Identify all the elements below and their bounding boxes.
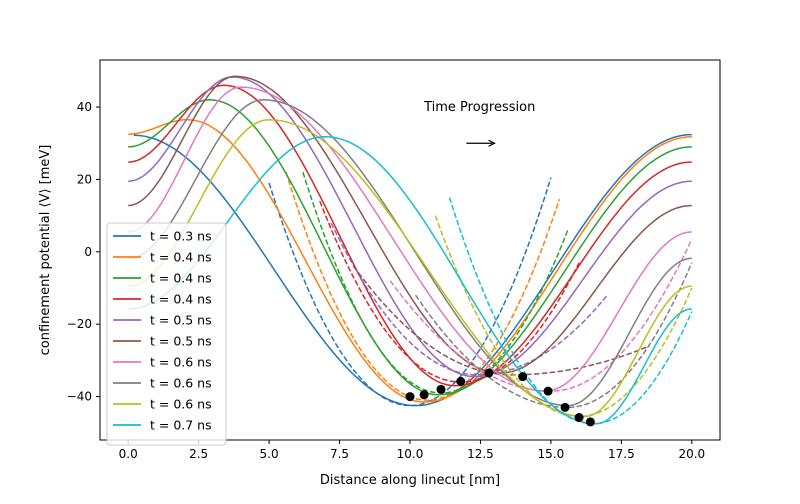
minimum-point-9 <box>585 417 595 427</box>
x-tick-label: 0.0 <box>119 447 138 461</box>
series-fit-2 <box>302 171 569 394</box>
legend-label: t = 0.4 ns <box>150 292 212 307</box>
series-fit-3 <box>319 200 580 383</box>
minimum-point-1 <box>419 390 429 400</box>
legend-label: t = 0.6 ns <box>150 355 212 370</box>
x-tick-label: 5.0 <box>260 447 279 461</box>
legend-label: t = 0.6 ns <box>150 376 212 391</box>
y-tick-label: 40 <box>77 100 92 114</box>
y-tick-label: −20 <box>67 317 92 331</box>
series-fit-4 <box>330 222 608 376</box>
series-line-8 <box>128 118 692 418</box>
series-line-1 <box>128 118 692 403</box>
minimum-point-8 <box>574 413 584 423</box>
legend-label: t = 0.5 ns <box>150 334 212 349</box>
series-fit-9 <box>448 197 693 425</box>
annotation-text: Time Progression <box>423 100 535 115</box>
minimum-point-3 <box>456 376 466 386</box>
arrow-head-icon <box>488 139 496 147</box>
legend-label: t = 0.3 ns <box>150 229 212 244</box>
series-fit-8 <box>434 215 693 418</box>
y-axis-label: confinement potential ⟨V⟩ [meV] <box>38 145 53 356</box>
series-line-4 <box>128 76 692 378</box>
x-tick-label: 7.5 <box>330 447 349 461</box>
minimum-point-0 <box>405 392 415 402</box>
y-tick-label: 0 <box>84 245 92 259</box>
series-fit-5 <box>353 265 650 376</box>
x-axis-label: Distance along linecut [nm] <box>320 473 500 488</box>
minimum-point-7 <box>560 402 570 412</box>
x-tick-label: 2.5 <box>189 447 208 461</box>
legend-label: t = 0.6 ns <box>150 397 212 412</box>
series-line-2 <box>128 99 692 396</box>
x-tick-label: 15.0 <box>538 447 565 461</box>
x-tick-label: 20.0 <box>678 447 705 461</box>
minimum-point-5 <box>518 372 528 382</box>
series-line-9 <box>128 135 692 425</box>
minimum-point-2 <box>436 384 446 394</box>
legend-label: t = 0.4 ns <box>150 271 212 286</box>
y-tick-label: 20 <box>77 172 92 186</box>
series-fit-1 <box>285 171 561 401</box>
legend-label: t = 0.7 ns <box>150 418 212 433</box>
y-tick-label: −40 <box>67 390 92 404</box>
minimum-point-4 <box>484 368 494 378</box>
x-tick-label: 17.5 <box>608 447 635 461</box>
series-line-6 <box>128 86 692 392</box>
x-tick-label: 12.5 <box>467 447 494 461</box>
legend-label: t = 0.5 ns <box>150 313 212 328</box>
legend-label: t = 0.4 ns <box>150 250 212 265</box>
series-fit-0 <box>268 177 552 407</box>
series-line-5 <box>128 75 692 374</box>
x-tick-label: 10.0 <box>397 447 424 461</box>
minimum-point-6 <box>543 386 553 396</box>
series-fit-6 <box>389 238 693 392</box>
